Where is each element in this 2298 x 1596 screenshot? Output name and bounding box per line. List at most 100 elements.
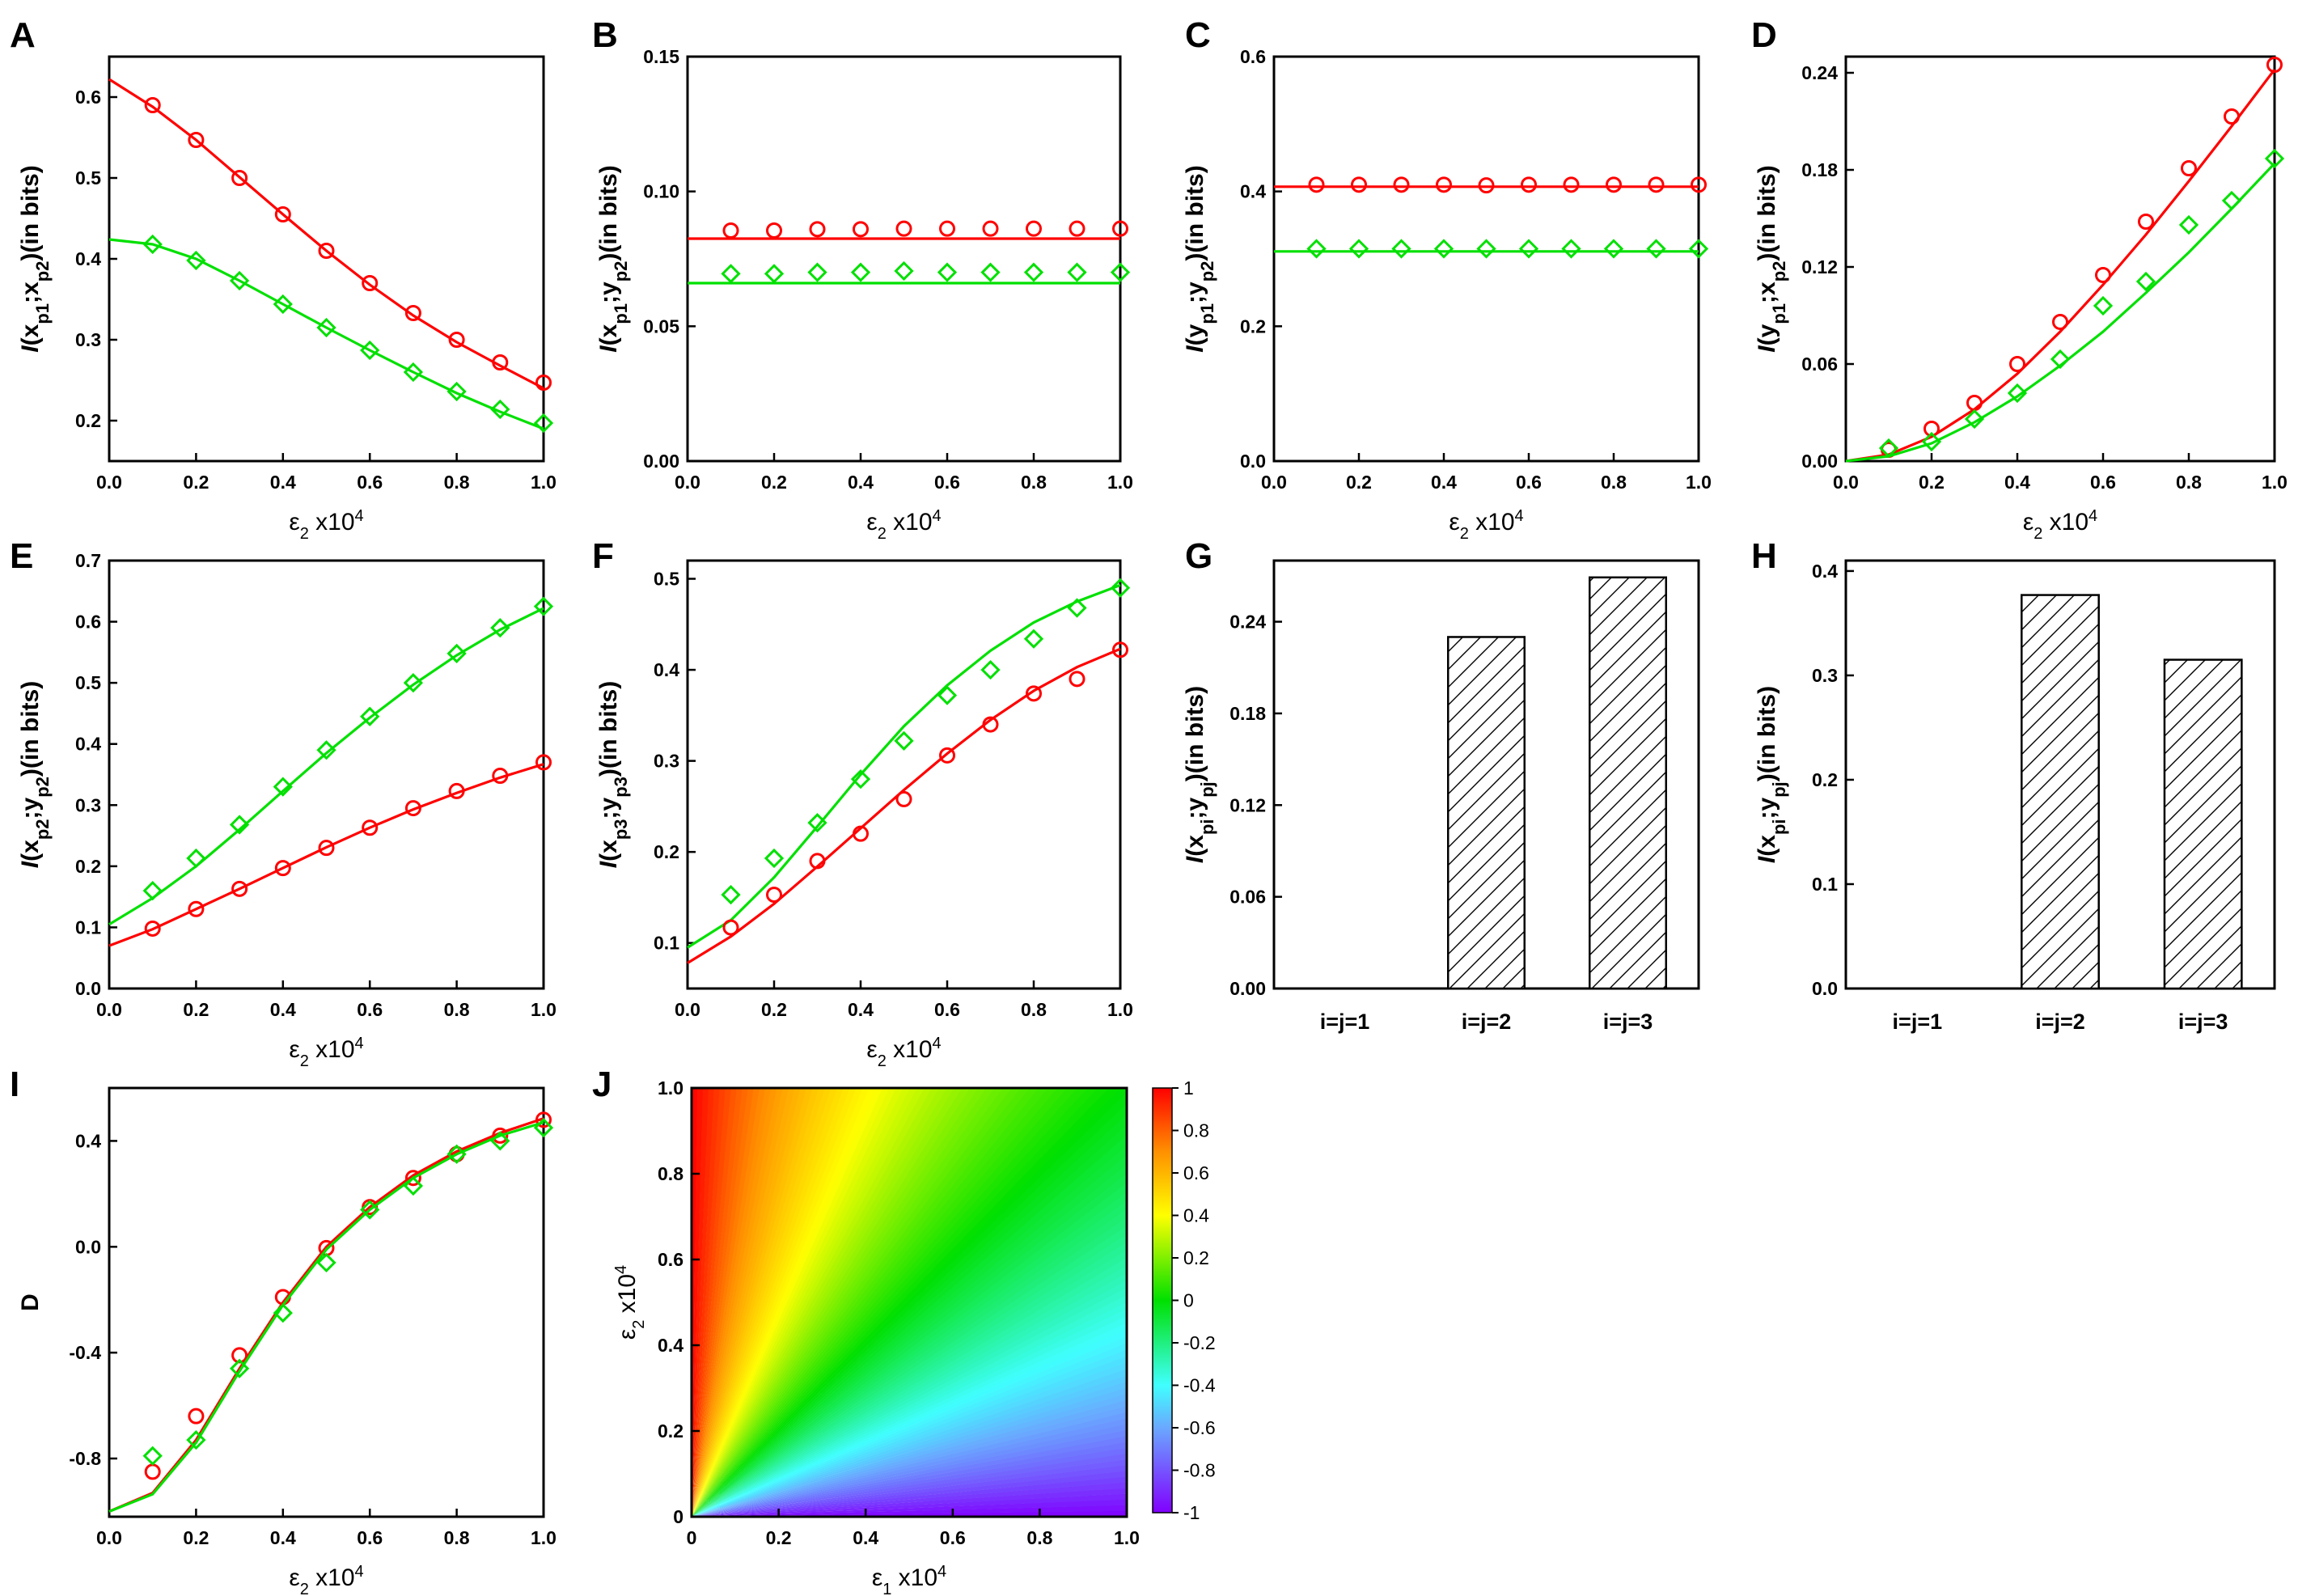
panel-B-red-point [1069,220,1086,237]
panel-H-y-tick-label: 0.2 [1812,769,1838,790]
panel-B-red-point [982,220,999,237]
panel-C-frame [1272,55,1700,463]
panel-E-green-point [316,740,336,760]
panel-J-x-tick-label: 0.8 [1026,1527,1052,1548]
panel-G-category-label: i=j=3 [1603,1010,1653,1034]
panel-E-y-tick-label: 0.0 [75,978,101,999]
panel-C-y-tick-label: 0.4 [1240,181,1266,202]
panel-A-x-tick-label: 0.8 [444,472,470,493]
panel-C-red-point [1393,176,1410,193]
panel-J-letter: J [592,1065,612,1104]
panel-A-green-point [446,381,467,402]
panel-F-x-tick-label: 0.0 [675,999,700,1020]
panel-J-y-tick-label: 0.4 [658,1335,683,1356]
panel-I-green-point [533,1117,554,1138]
panel-J-y-axis-label: ε2 x104 [612,1265,648,1340]
panel-A-x-tick-label: 0.4 [270,472,296,493]
panel-E-y-tick-label: 0.1 [75,917,101,938]
panel-A-green-point [490,399,510,420]
panel-E-y-tick-label: 0.6 [75,612,101,633]
panel-J-y-tick-label: 0.2 [658,1420,683,1441]
panel-A-red-point [492,354,509,370]
panel-H-bar [2021,594,2100,990]
panel-I-frame [108,1086,545,1518]
panel-J-x-tick-label: 0.4 [853,1527,878,1548]
panel-E-red-point [144,920,161,937]
panel-D-y-tick-label: 0.06 [1801,353,1838,375]
panel-B-y-tick-label: 0.15 [643,46,679,67]
panel-J-colorbar-tick-label: -0.2 [1183,1332,1216,1353]
panel-B-red-point [895,220,912,237]
panel-B-green-point [764,264,785,284]
panel-C-x-axis-label: ε2 x104 [1449,507,1523,543]
panel-F-x-tick-label: 1.0 [1107,999,1133,1020]
panel-J-y-tick-label: 0 [673,1506,683,1527]
panel-F-red-point [1026,685,1042,702]
panel-B-red-point [809,221,826,238]
panel-J-x-axis-label: ε1 x104 [872,1563,946,1596]
panel-D: D 0.00 0.06 0.12 0.18 0.24 0.0 0.2 0.4 0.6 0.8 1.0 [1751,15,2287,493]
panel-E-x-tick-label: 0.2 [183,999,209,1020]
panel-I-y-tick-label: 0.4 [75,1130,101,1151]
panel-F-y-tick-label: 0.2 [654,841,679,862]
panel-B: B 0.00 0.05 0.10 0.15 0.0 0.2 0.4 0.6 0.8 1.0 [592,15,1133,493]
panel-D-red-fit-line [1845,69,2276,463]
panel-E-green-point [186,848,206,869]
panel-D-red-point [2181,160,2197,176]
panel-F-x-tick-label: 0.2 [761,999,787,1020]
panel-A-red-point [274,206,291,222]
panel-J-x-tick-label: 0 [687,1527,697,1548]
panel-F-green-point [1110,578,1131,598]
panel-C-y-tick-label: 0.6 [1240,46,1266,67]
panel-C-red-point [1436,176,1452,193]
panel-B-red-point [939,220,955,237]
panel-I-y-axis-label: D [17,1293,44,1311]
panel-J-x-tick-label: 0.2 [766,1527,792,1548]
panel-C-y-tick-label: 0.0 [1240,451,1266,472]
panel-J-y-tick-label: 1.0 [658,1077,683,1099]
panel-I-green-point [490,1131,510,1151]
panel-E-green-point [360,706,380,726]
panel-I: I -0.8 -0.4 0.0 0.4 0.0 0.2 0.4 0.6 0.8 1.0 [10,1065,557,1548]
panel-B-green-point [721,264,741,284]
panel-E-frame [108,559,545,990]
panel-F-y-tick-label: 0.3 [654,751,679,772]
panel-D-x-tick-label: 0.6 [2090,472,2116,493]
panel-C-red-point [1563,176,1580,193]
panel-F-y-tick-label: 0.1 [654,933,679,954]
panel-I-green-point [316,1252,336,1273]
panel-I-letter: I [10,1065,19,1104]
panel-F-frame [686,559,1122,990]
panel-F-red-point [722,919,739,936]
panel-B-green-point [937,262,958,282]
panel-C-green-point [1348,239,1369,259]
panel-D-x-tick-label: 0.8 [2176,472,2202,493]
panel-G-bar [1589,576,1667,990]
panel-C-x-tick-label: 0.2 [1346,472,1372,493]
panel-D-x-tick-label: 1.0 [2262,472,2287,493]
panel-B-red-point [722,222,739,239]
panel-E-x-axis-label: ε2 x104 [289,1035,363,1070]
panel-H-bar [2163,658,2243,990]
panel-C-red-point [1521,176,1537,193]
panel-B-red-point [1112,220,1128,237]
panel-B-y-tick-label: 0.05 [643,315,679,337]
panel-I-red-point [188,1408,205,1425]
panel-G: G 0.00 0.06 0.12 0.18 0.24 i=j=1 i=j=2 i=j=3 [1185,536,1700,1034]
panel-D-red-point [2095,267,2111,283]
panel-D-x-axis-label: ε2 x104 [2023,507,2097,543]
panel-C-x-tick-label: 1.0 [1686,472,1712,493]
panel-J-colorbar-tick-label: 0.8 [1183,1120,1209,1141]
panel-D-y-tick-label: 0.00 [1801,451,1838,472]
panel-C-red-point [1478,177,1495,194]
panel-H-y-tick-label: 0.0 [1812,978,1838,999]
panel-I-green-fit-line [108,1120,544,1513]
panel-E-x-tick-label: 0.6 [357,999,383,1020]
panel-C-red-point [1606,176,1622,193]
panel-I-y-tick-label: -0.8 [69,1448,101,1469]
panel-C-red-point [1351,176,1367,193]
panel-G-letter: G [1185,536,1212,576]
panel-B-red-point [766,222,782,239]
panel-B-y-tick-label: 0.10 [643,181,679,202]
